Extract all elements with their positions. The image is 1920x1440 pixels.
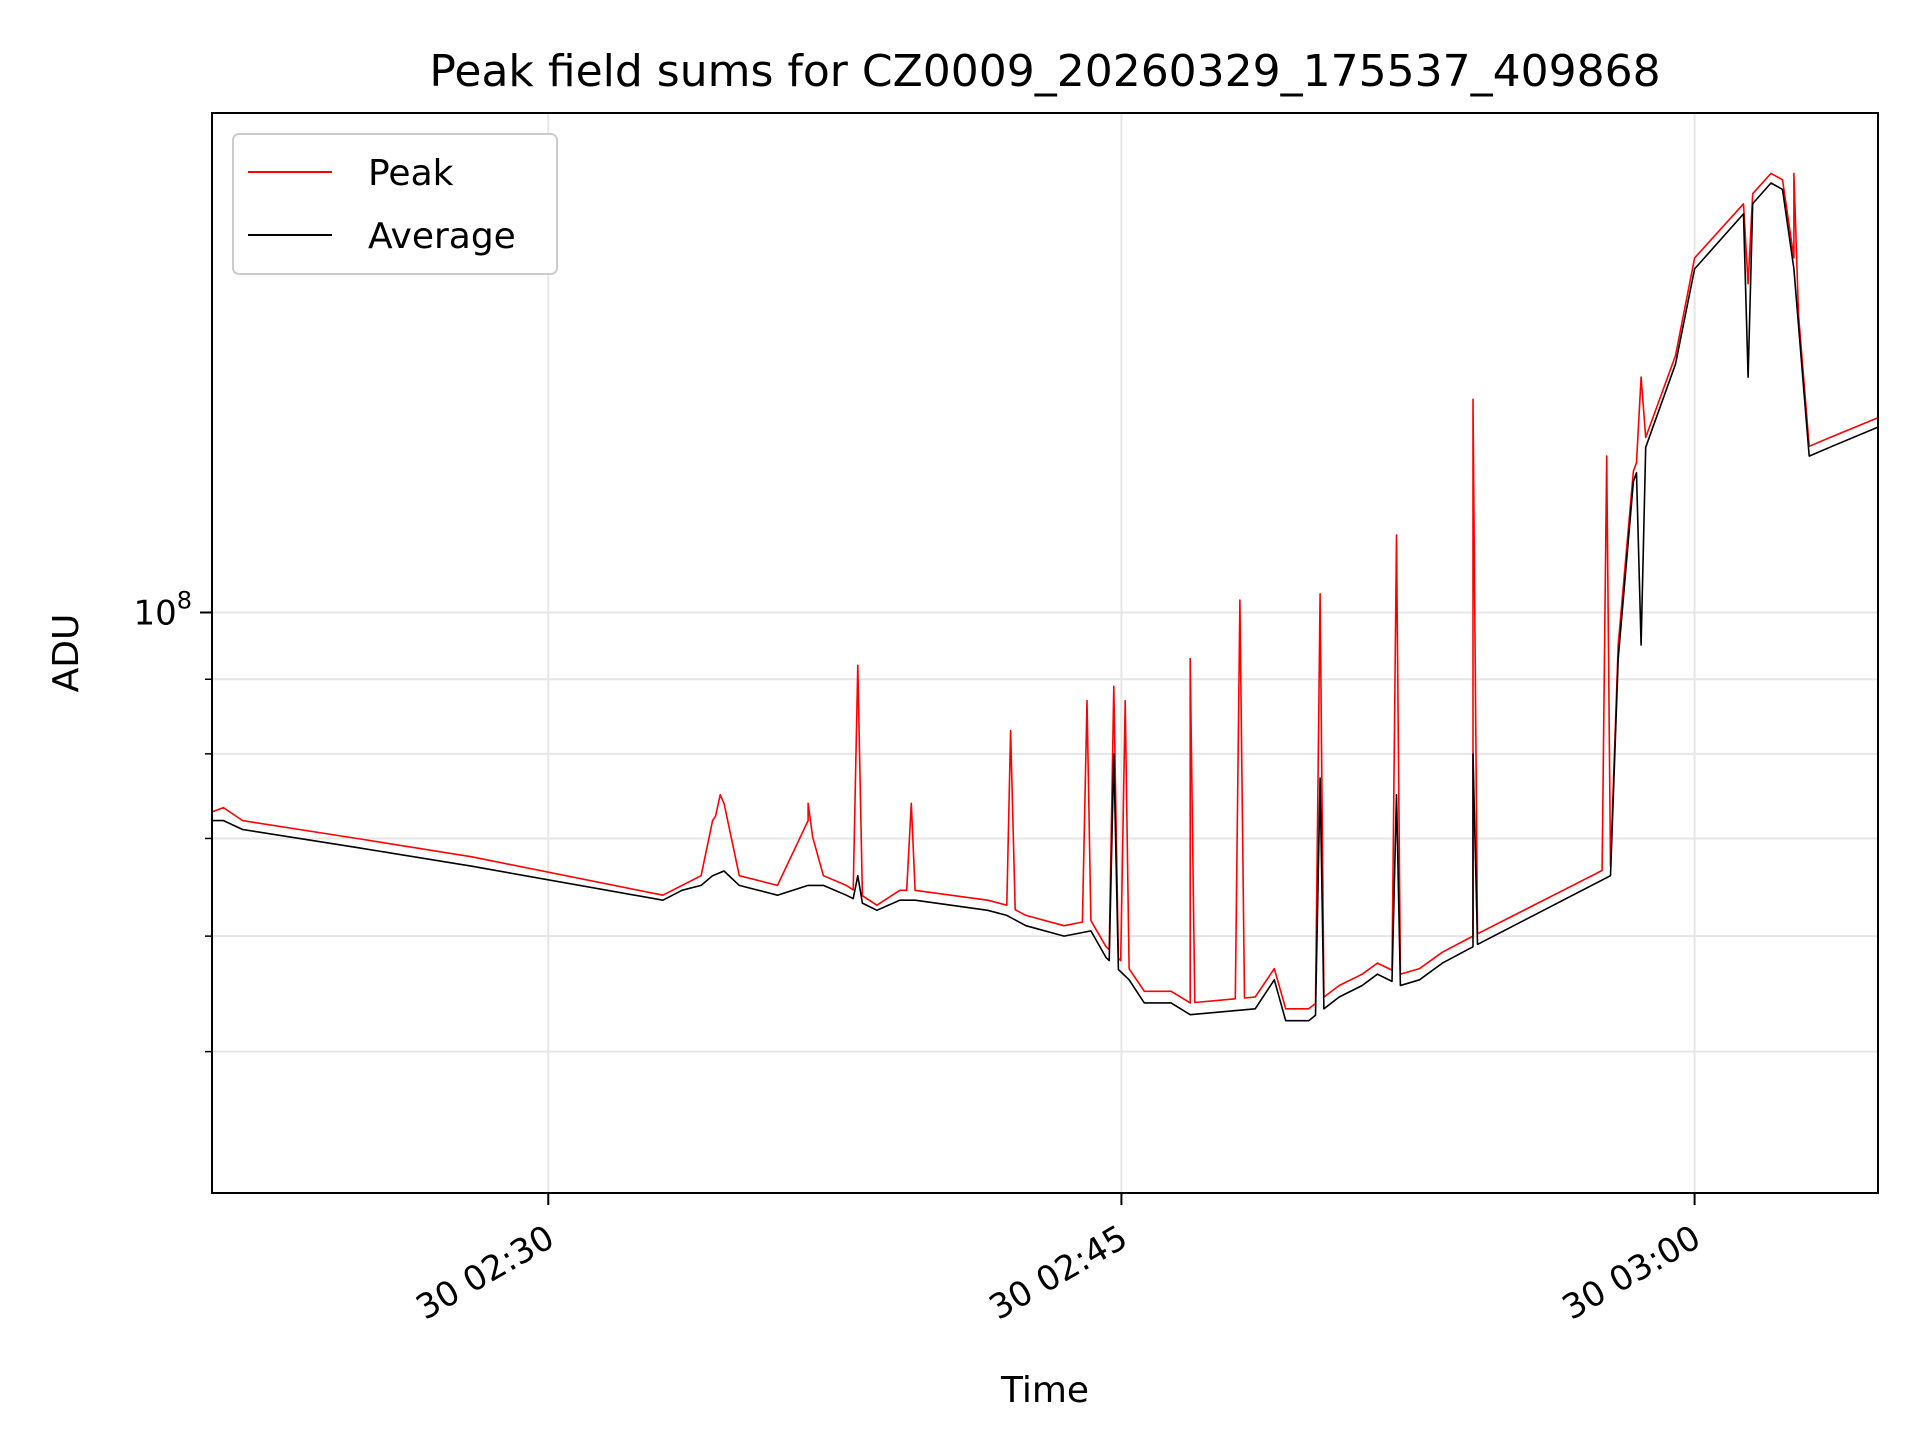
series-layer bbox=[211, 172, 1879, 1022]
legend: Peak Average bbox=[232, 133, 558, 275]
grid bbox=[212, 113, 1878, 1193]
y-axis: 108 bbox=[133, 587, 212, 1053]
series-line-peak bbox=[211, 172, 1879, 1010]
series-line-average bbox=[212, 182, 1879, 1022]
legend-label-peak: Peak bbox=[368, 153, 454, 194]
chart-title: Peak field sums for CZ0009_20260329_1755… bbox=[429, 46, 1660, 97]
x-axis-label: Time bbox=[1000, 1370, 1089, 1411]
legend-box bbox=[232, 133, 558, 275]
legend-label-average: Average bbox=[368, 216, 516, 257]
y-tick-label-0: 108 bbox=[133, 587, 192, 634]
y-axis-label: ADU bbox=[46, 614, 87, 693]
plot-area-frame bbox=[211, 112, 1879, 1194]
